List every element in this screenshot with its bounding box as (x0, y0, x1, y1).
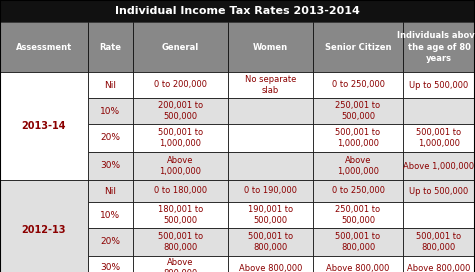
Bar (313, 256, 403, 272)
Text: Above
1,000,000: Above 1,000,000 (160, 156, 201, 176)
Bar (313, 72, 403, 98)
Bar (88, 72, 133, 98)
Bar (133, 228, 228, 256)
Text: Individuals above
the age of 80
years: Individuals above the age of 80 years (397, 31, 475, 63)
Bar (313, 152, 403, 180)
Bar (228, 124, 313, 152)
Text: Senior Citizen: Senior Citizen (325, 42, 391, 51)
Text: 10%: 10% (100, 107, 121, 116)
Text: Individual Income Tax Rates 2013-2014: Individual Income Tax Rates 2013-2014 (115, 6, 360, 16)
Text: 500,001 to
1,000,000: 500,001 to 1,000,000 (335, 128, 380, 148)
Bar (228, 180, 313, 202)
Bar (228, 202, 313, 228)
Bar (228, 98, 313, 124)
Bar (228, 152, 313, 180)
Text: 250,001 to
500,000: 250,001 to 500,000 (335, 101, 380, 121)
Text: 180,001 to
500,000: 180,001 to 500,000 (158, 205, 203, 225)
Bar (133, 72, 228, 98)
Bar (133, 22, 228, 72)
Text: Above
1,000,000: Above 1,000,000 (337, 156, 379, 176)
Text: 190,001 to
500,000: 190,001 to 500,000 (248, 205, 293, 225)
Bar (403, 98, 475, 124)
Text: Up to 500,000: Up to 500,000 (409, 187, 469, 196)
Bar (403, 22, 475, 72)
Bar (0, 22, 88, 72)
Text: Nil: Nil (104, 81, 116, 89)
Text: 20%: 20% (101, 237, 121, 246)
Text: 0 to 180,000: 0 to 180,000 (154, 187, 207, 196)
Bar (133, 202, 228, 228)
Bar (403, 202, 475, 228)
Bar (133, 180, 228, 202)
Bar (88, 98, 133, 124)
Bar (88, 180, 133, 202)
Text: Above 800,000: Above 800,000 (407, 264, 471, 272)
Bar (313, 202, 403, 228)
Bar (133, 152, 228, 180)
Text: Above 800,000: Above 800,000 (239, 264, 302, 272)
Bar (88, 22, 133, 72)
Text: Rate: Rate (99, 42, 122, 51)
Text: Women: Women (253, 42, 288, 51)
Text: 2012-13: 2012-13 (22, 225, 66, 235)
Bar (228, 72, 313, 98)
Text: 0 to 250,000: 0 to 250,000 (332, 187, 384, 196)
Bar (313, 22, 403, 72)
Text: 250,001 to
500,000: 250,001 to 500,000 (335, 205, 380, 225)
Bar (403, 72, 475, 98)
Bar (313, 98, 403, 124)
Text: 0 to 200,000: 0 to 200,000 (154, 81, 207, 89)
Text: Above 1,000,000: Above 1,000,000 (403, 162, 475, 171)
Bar (403, 228, 475, 256)
Text: 0 to 250,000: 0 to 250,000 (332, 81, 384, 89)
Text: 200,001 to
500,000: 200,001 to 500,000 (158, 101, 203, 121)
Text: Up to 500,000: Up to 500,000 (409, 81, 469, 89)
Text: 30%: 30% (100, 162, 121, 171)
Text: 500,001 to
800,000: 500,001 to 800,000 (248, 232, 293, 252)
Text: Nil: Nil (104, 187, 116, 196)
Text: 2013-14: 2013-14 (22, 121, 66, 131)
Bar (0, 72, 88, 180)
Bar (0, 0, 475, 22)
Text: General: General (162, 42, 199, 51)
Text: No separate
slab: No separate slab (245, 75, 296, 95)
Text: 500,001 to
1,000,000: 500,001 to 1,000,000 (158, 128, 203, 148)
Text: 10%: 10% (100, 211, 121, 220)
Bar (133, 256, 228, 272)
Text: 0 to 190,000: 0 to 190,000 (244, 187, 297, 196)
Text: 500,001 to
800,000: 500,001 to 800,000 (335, 232, 380, 252)
Bar (133, 124, 228, 152)
Bar (228, 228, 313, 256)
Text: 500,001 to
800,000: 500,001 to 800,000 (158, 232, 203, 252)
Bar (88, 228, 133, 256)
Bar (313, 228, 403, 256)
Bar (313, 124, 403, 152)
Bar (403, 256, 475, 272)
Text: 20%: 20% (101, 134, 121, 143)
Bar (228, 22, 313, 72)
Bar (88, 256, 133, 272)
Bar (403, 152, 475, 180)
Text: 500,001 to
1,000,000: 500,001 to 1,000,000 (417, 128, 462, 148)
Bar (313, 180, 403, 202)
Bar (228, 256, 313, 272)
Text: Above 800,000: Above 800,000 (326, 264, 390, 272)
Bar (133, 98, 228, 124)
Text: Above
800,000: Above 800,000 (163, 258, 198, 272)
Bar (0, 180, 88, 272)
Text: 500,001 to
800,000: 500,001 to 800,000 (417, 232, 462, 252)
Bar (403, 180, 475, 202)
Bar (88, 124, 133, 152)
Text: 30%: 30% (100, 264, 121, 272)
Bar (88, 152, 133, 180)
Text: Assessment: Assessment (16, 42, 72, 51)
Bar (88, 202, 133, 228)
Bar (403, 124, 475, 152)
